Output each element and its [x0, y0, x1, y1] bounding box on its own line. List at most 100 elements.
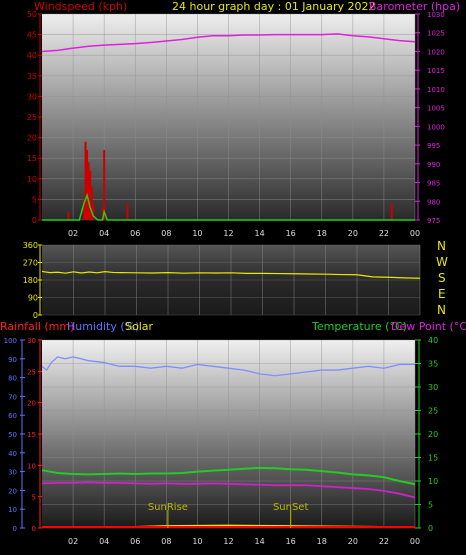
rainfall-axis-label: Rainfall (mm)	[0, 320, 74, 333]
wind-direction-series	[41, 270, 421, 279]
barometer-tick-label: 1000	[427, 123, 445, 131]
temperature-axis-label: Temperature (°C)	[311, 320, 407, 333]
windspeed-axis-label: Windspeed (kph)	[34, 0, 127, 13]
barometer-tick-label: 1025	[427, 30, 445, 38]
humidity-tick-label: 0	[13, 525, 17, 533]
time-tick-label: 02	[68, 537, 78, 546]
wind-gust-line	[42, 192, 415, 221]
windspeed-bar	[67, 211, 70, 220]
solar-axis-label: Solar	[125, 320, 154, 333]
wind-direction-grid	[42, 244, 421, 316]
barometer-tick-label: 1010	[427, 86, 445, 94]
time-tick-label: 00	[410, 229, 420, 238]
humidity-tick-label: 90	[8, 356, 17, 364]
direction-label-n-top: N	[437, 239, 446, 253]
windspeed-tick-label: 15	[27, 154, 37, 163]
temperature-tick-label: 30	[428, 383, 438, 392]
dew-point-line	[41, 481, 416, 499]
barometer-axis-label: Barometer (hpa)	[369, 0, 460, 13]
time-tick-label: 14	[254, 229, 264, 238]
windspeed-tick-label: 35	[27, 72, 37, 81]
temperature-tick-label: 35	[428, 360, 438, 369]
windspeed-bar	[101, 207, 104, 220]
dew-point-axis-label: Dew Point (°C)	[391, 320, 466, 333]
humidity-tick-label: 30	[8, 469, 17, 477]
humidity-tick-label: 40	[8, 450, 17, 458]
temperature-tick-label: 25	[428, 407, 438, 416]
barometer-line	[41, 33, 416, 53]
rainfall-tick-label: 5	[32, 494, 36, 502]
direction-label-e: E	[438, 287, 446, 301]
time-tick-label: 10	[192, 537, 202, 546]
temperature-tick-label: 5	[428, 501, 433, 510]
barometer-tick-label: 980	[427, 198, 440, 206]
wind-direction-line	[41, 270, 421, 279]
barometer-tick-label: 990	[427, 161, 440, 169]
windspeed-tick-label: 10	[27, 175, 37, 184]
rainfall-tick-label: 30	[27, 337, 36, 345]
humidity-tick-label: 80	[8, 375, 17, 383]
windspeed-tick-label: 40	[27, 51, 37, 60]
humidity-axis-label: Humidity (%)	[67, 320, 139, 333]
rainfall-tick-label: 15	[27, 431, 36, 439]
direction-tick-label: 270	[23, 259, 38, 268]
windspeed-tick-label: 20	[27, 134, 37, 143]
sunset-label: SunSet	[273, 502, 309, 513]
time-tick-label: 14	[254, 537, 264, 546]
time-tick-label: 06	[130, 229, 140, 238]
windspeed-bar	[87, 162, 90, 220]
direction-tick-label: 0	[33, 311, 38, 320]
barometer-tick-label: 1020	[427, 48, 445, 56]
time-tick-label: 20	[348, 229, 358, 238]
rain-humidity-temperature-series	[41, 356, 416, 529]
barometer-tick-label: 1015	[427, 67, 445, 75]
humidity-tick-label: 50	[8, 431, 17, 439]
time-tick-label: 18	[317, 229, 327, 238]
temperature-line	[41, 466, 416, 486]
direction-tick-label: 360	[23, 241, 38, 250]
temperature-tick-label: 0	[428, 524, 433, 533]
rainfall-tick-label: 10	[27, 462, 36, 470]
temperature-tick-label: 10	[428, 477, 438, 486]
barometer-tick-label: 1030	[427, 11, 445, 19]
time-tick-label: 22	[379, 537, 389, 546]
humidity-tick-label: 100	[4, 337, 17, 345]
wind-barometer-series	[41, 33, 416, 221]
barometer-tick-label: 995	[427, 142, 440, 150]
windspeed-bar	[92, 203, 95, 220]
chart-title: 24 hour graph day : 01 January 2022	[172, 0, 376, 13]
direction-label-s: S	[438, 271, 446, 285]
windspeed-bar	[390, 203, 393, 220]
time-tick-label: 04	[99, 229, 109, 238]
humidity-tick-label: 60	[8, 412, 17, 420]
wind-direction-tick-labels: 0 90 180 270 360	[23, 241, 42, 320]
windspeed-bar	[126, 203, 129, 220]
time-tick-label: 20	[348, 537, 358, 546]
time-tick-label: 10	[192, 229, 202, 238]
barometer-tick-label: 1005	[427, 105, 445, 113]
rainfall-tick-label: 0	[32, 525, 36, 533]
direction-label-n-bottom: N	[437, 303, 446, 317]
barometer-tick-label: 975	[427, 217, 440, 225]
time-tick-label: 12	[223, 229, 233, 238]
time-tick-label: 06	[130, 537, 140, 546]
temperature-tick-label: 40	[428, 336, 438, 345]
rainfall-tick-label: 25	[27, 368, 36, 376]
time-tick-label: 02	[68, 229, 78, 238]
windspeed-tick-label: 30	[27, 92, 37, 101]
windspeed-tick-label: 50	[27, 10, 37, 19]
time-tick-label: 08	[161, 537, 171, 546]
direction-label-w: W	[436, 255, 448, 269]
windspeed-bar	[84, 141, 87, 220]
time-tick-label: 18	[317, 537, 327, 546]
windspeed-tick-label: 5	[32, 195, 37, 204]
direction-tick-label: 180	[23, 276, 38, 285]
windspeed-tick-label: 45	[27, 31, 37, 40]
time-tick-label: 16	[286, 229, 296, 238]
windspeed-bar	[103, 149, 106, 220]
barometer-tick-label: 985	[427, 180, 440, 188]
sunrise-label: SunRise	[148, 502, 188, 513]
humidity-line	[41, 356, 415, 377]
windspeed-bar	[89, 170, 92, 220]
